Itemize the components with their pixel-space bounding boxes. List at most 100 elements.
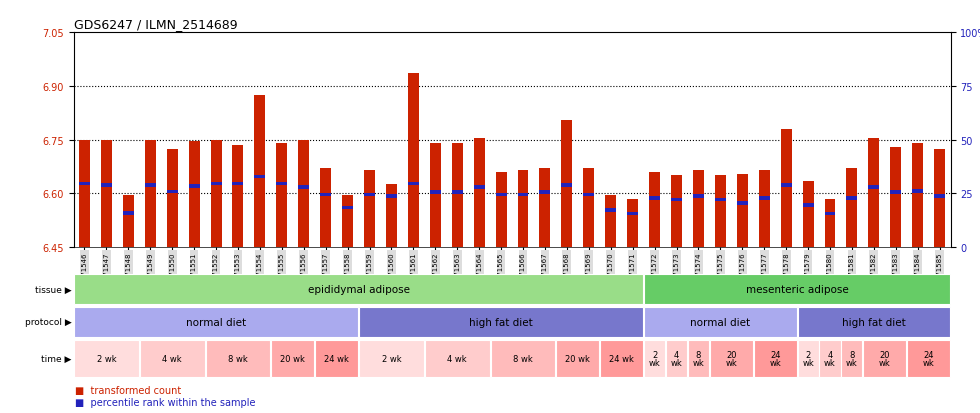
Bar bbox=[710, 340, 753, 377]
Bar bbox=[754, 340, 797, 377]
Text: epididymal adipose: epididymal adipose bbox=[308, 284, 410, 294]
Bar bbox=[644, 307, 797, 337]
Bar bbox=[232, 183, 243, 186]
Bar bbox=[803, 204, 813, 207]
Bar bbox=[342, 196, 353, 247]
Bar bbox=[847, 197, 858, 200]
Bar bbox=[386, 195, 397, 198]
Bar bbox=[79, 183, 90, 186]
Bar bbox=[255, 175, 266, 179]
Bar bbox=[255, 95, 266, 247]
Bar bbox=[342, 206, 353, 210]
Bar bbox=[819, 340, 841, 377]
Bar bbox=[539, 191, 551, 195]
Bar bbox=[890, 147, 902, 247]
Bar bbox=[101, 184, 112, 188]
Bar bbox=[868, 186, 879, 190]
Bar bbox=[320, 193, 331, 197]
Bar bbox=[714, 176, 726, 247]
Bar bbox=[671, 176, 682, 247]
Bar bbox=[74, 274, 643, 304]
Bar bbox=[452, 144, 463, 247]
Text: 2
wk: 2 wk bbox=[649, 350, 661, 367]
Bar bbox=[359, 340, 424, 377]
Bar bbox=[600, 340, 643, 377]
Bar bbox=[122, 196, 134, 247]
Text: 2 wk: 2 wk bbox=[97, 354, 117, 363]
Bar bbox=[101, 140, 112, 247]
Text: 4 wk: 4 wk bbox=[163, 354, 182, 363]
Text: 20 wk: 20 wk bbox=[280, 354, 305, 363]
Bar bbox=[517, 193, 528, 197]
Text: 4
wk: 4 wk bbox=[670, 350, 682, 367]
Bar bbox=[912, 190, 923, 193]
Bar bbox=[863, 340, 906, 377]
Text: tissue ▶: tissue ▶ bbox=[35, 285, 72, 294]
Text: 20
wk: 20 wk bbox=[725, 350, 737, 367]
Bar bbox=[271, 340, 315, 377]
Bar bbox=[583, 169, 594, 247]
Text: 2
wk: 2 wk bbox=[803, 350, 814, 367]
Bar bbox=[79, 140, 90, 247]
Bar bbox=[188, 185, 200, 188]
Bar bbox=[276, 144, 287, 247]
Bar bbox=[211, 140, 221, 247]
Bar bbox=[824, 199, 836, 247]
Bar bbox=[430, 191, 441, 195]
Text: GDS6247 / ILMN_2514689: GDS6247 / ILMN_2514689 bbox=[74, 17, 237, 31]
Bar bbox=[714, 198, 726, 202]
Bar bbox=[232, 145, 243, 247]
Bar bbox=[649, 172, 661, 247]
Bar bbox=[320, 169, 331, 247]
Bar bbox=[907, 340, 951, 377]
Bar bbox=[606, 209, 616, 212]
Bar bbox=[316, 340, 358, 377]
Bar bbox=[473, 186, 485, 190]
Bar bbox=[359, 307, 643, 337]
Bar bbox=[842, 340, 862, 377]
Bar bbox=[737, 202, 748, 205]
Bar bbox=[298, 140, 310, 247]
Bar bbox=[539, 169, 551, 247]
Text: 24 wk: 24 wk bbox=[324, 354, 349, 363]
Bar bbox=[627, 199, 638, 247]
Text: ■  transformed count: ■ transformed count bbox=[75, 385, 181, 395]
Bar bbox=[934, 149, 945, 247]
Text: 8
wk: 8 wk bbox=[846, 350, 858, 367]
Text: high fat diet: high fat diet bbox=[842, 317, 906, 327]
Bar bbox=[562, 184, 572, 188]
Bar bbox=[188, 142, 200, 247]
Bar bbox=[824, 212, 836, 216]
Bar bbox=[693, 171, 704, 247]
Bar bbox=[912, 144, 923, 247]
Bar bbox=[759, 197, 769, 200]
Bar bbox=[803, 181, 813, 247]
Bar bbox=[452, 191, 463, 195]
Text: high fat diet: high fat diet bbox=[469, 317, 533, 327]
Bar bbox=[491, 340, 556, 377]
Bar bbox=[644, 340, 665, 377]
Text: 24 wk: 24 wk bbox=[610, 354, 634, 363]
Bar bbox=[364, 171, 375, 247]
Text: mesenteric adipose: mesenteric adipose bbox=[746, 284, 849, 294]
Bar bbox=[140, 340, 205, 377]
Bar bbox=[364, 193, 375, 197]
Bar bbox=[517, 171, 528, 247]
Bar bbox=[122, 212, 134, 215]
Text: 24
wk: 24 wk bbox=[923, 350, 935, 367]
Bar bbox=[562, 121, 572, 247]
Bar bbox=[606, 196, 616, 247]
Bar bbox=[473, 138, 485, 247]
Bar bbox=[206, 340, 270, 377]
Text: 8 wk: 8 wk bbox=[228, 354, 248, 363]
Bar bbox=[145, 184, 156, 188]
Bar bbox=[496, 193, 507, 197]
Bar bbox=[649, 197, 661, 200]
Bar bbox=[781, 184, 792, 188]
Bar bbox=[276, 183, 287, 186]
Bar bbox=[868, 138, 879, 247]
Bar bbox=[671, 198, 682, 202]
Bar bbox=[759, 171, 769, 247]
Bar bbox=[583, 193, 594, 197]
Bar bbox=[798, 307, 951, 337]
